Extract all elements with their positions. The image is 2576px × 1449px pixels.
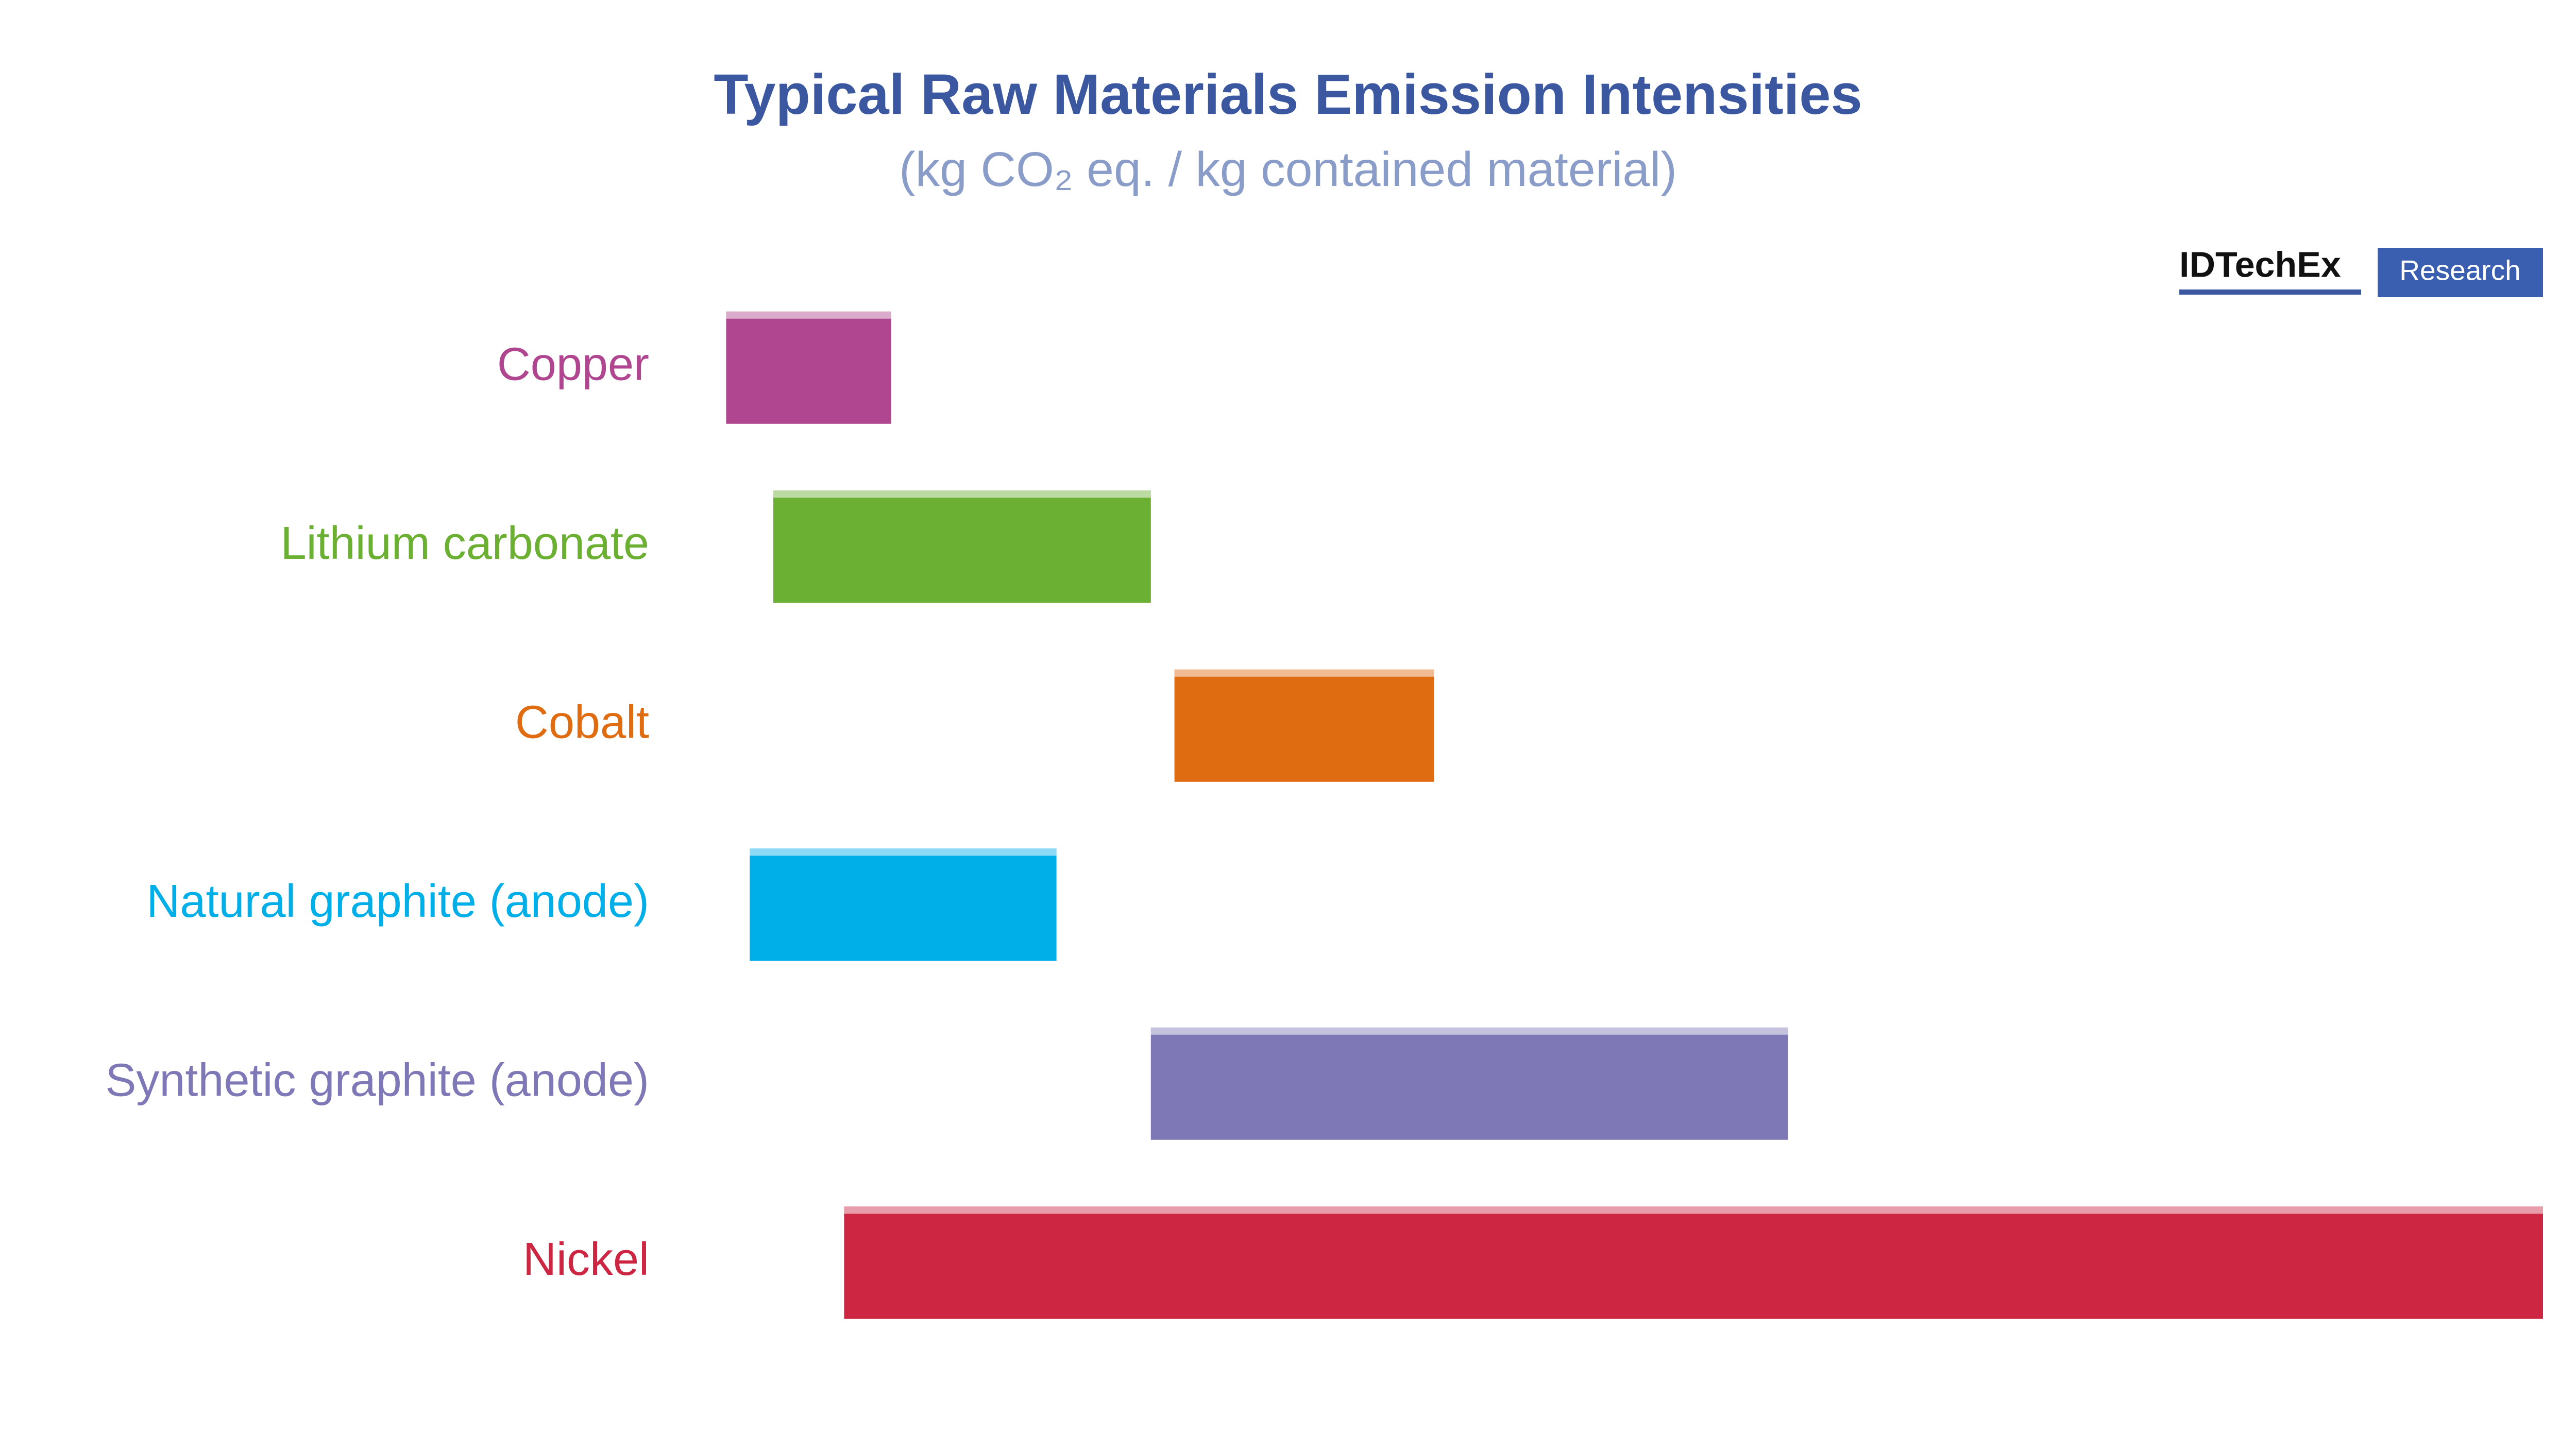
research-button[interactable]: [2378, 248, 2543, 297]
research-button-label[interactable]: Research: [2399, 254, 2520, 286]
bar: [844, 1206, 2544, 1319]
bar: [1174, 669, 1434, 782]
logo-underline: [2179, 289, 2361, 295]
bar: [750, 848, 1057, 961]
logo-brand: IDTechEx: [2179, 244, 2341, 284]
category-label: Nickel: [523, 1234, 649, 1285]
bar: [773, 490, 1151, 603]
bar-highlight: [750, 848, 1057, 856]
category-label: Synthetic graphite (anode): [105, 1055, 649, 1106]
bar-highlight: [844, 1206, 2544, 1214]
bar-highlight: [1174, 669, 1434, 677]
bar: [1150, 1027, 1788, 1140]
category-label: Natural graphite (anode): [146, 876, 649, 927]
chart-title: Typical Raw Materials Emission Intensiti…: [714, 63, 1862, 126]
chart-subtitle: (kg CO₂ eq. / kg contained material): [899, 142, 1677, 197]
bar-highlight: [726, 311, 891, 319]
category-label: Lithium carbonate: [281, 518, 649, 569]
bar-highlight: [1150, 1027, 1788, 1035]
bar: [726, 311, 891, 424]
category-label: Copper: [497, 339, 649, 390]
category-label: Cobalt: [515, 697, 649, 748]
bar-highlight: [773, 490, 1151, 498]
